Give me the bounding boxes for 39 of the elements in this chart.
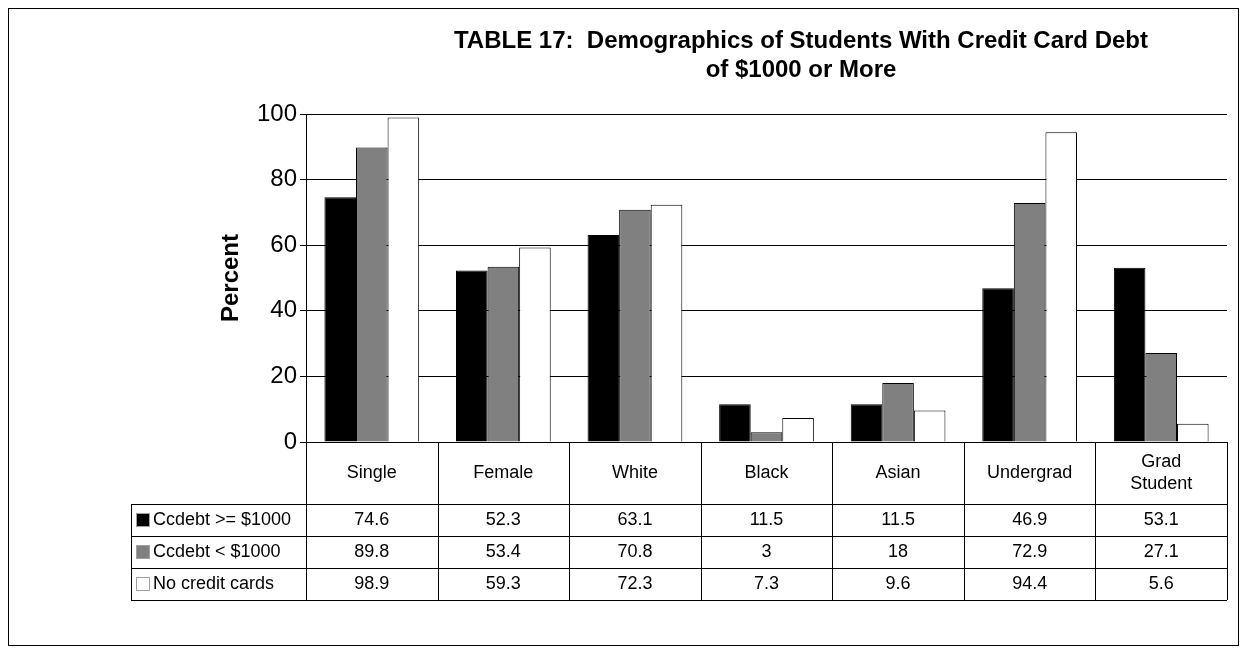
data-label: 11.5 — [881, 508, 915, 529]
data-label: 18 — [888, 540, 909, 561]
y-tick-label: 40 — [270, 295, 297, 323]
data-label: 94.4 — [1012, 572, 1048, 593]
data-label: 5.6 — [1148, 572, 1174, 593]
data-label: 72.3 — [617, 572, 653, 593]
y-tick-label: 60 — [270, 229, 297, 257]
data-label: 9.6 — [885, 572, 911, 593]
data-label: 89.8 — [354, 540, 390, 561]
data-label: 46.9 — [1012, 508, 1048, 529]
x-tick-label: Single — [346, 461, 397, 482]
y-tick-label: 80 — [270, 164, 297, 192]
data-label: 74.6 — [354, 508, 390, 529]
data-label: 70.8 — [617, 540, 653, 561]
y-tick-label: 20 — [270, 361, 297, 389]
x-tick-label: Undergrad — [987, 461, 1073, 482]
data-label: 63.1 — [617, 508, 653, 529]
data-label: 72.9 — [1012, 540, 1048, 561]
data-label: 11.5 — [749, 508, 784, 529]
y-tick-label: 0 — [283, 426, 297, 454]
y-axis-title: Percent — [215, 233, 243, 323]
legend-label: Ccdebt < $1000 — [153, 540, 281, 561]
data-label: 52.3 — [485, 508, 521, 529]
y-tick-label: 100 — [256, 98, 297, 126]
data-label: 27.1 — [1143, 540, 1179, 561]
x-tick-label: Black — [744, 461, 790, 482]
data-label: 3 — [761, 540, 772, 561]
legend-label: Ccdebt >= $1000 — [153, 508, 292, 529]
data-label: 98.9 — [354, 572, 390, 593]
x-tick-label: Grad Student — [1130, 450, 1193, 493]
legend-label: No credit cards — [153, 572, 275, 593]
data-label: 59.3 — [485, 572, 521, 593]
x-tick-label: Female — [473, 461, 534, 482]
x-tick-label: Asian — [875, 461, 921, 482]
data-label: 7.3 — [753, 572, 780, 593]
chart-title: TABLE 17: Demographics of Students With Credit Card Debt of $1000 or More — [453, 25, 1149, 82]
data-label: 53.4 — [485, 540, 521, 561]
x-tick-label: White — [611, 461, 658, 482]
data-label: 53.1 — [1143, 508, 1179, 529]
